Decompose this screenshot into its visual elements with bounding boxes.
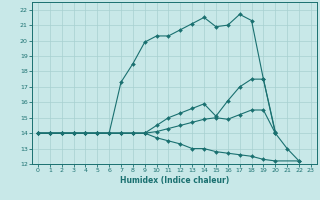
X-axis label: Humidex (Indice chaleur): Humidex (Indice chaleur): [120, 176, 229, 185]
